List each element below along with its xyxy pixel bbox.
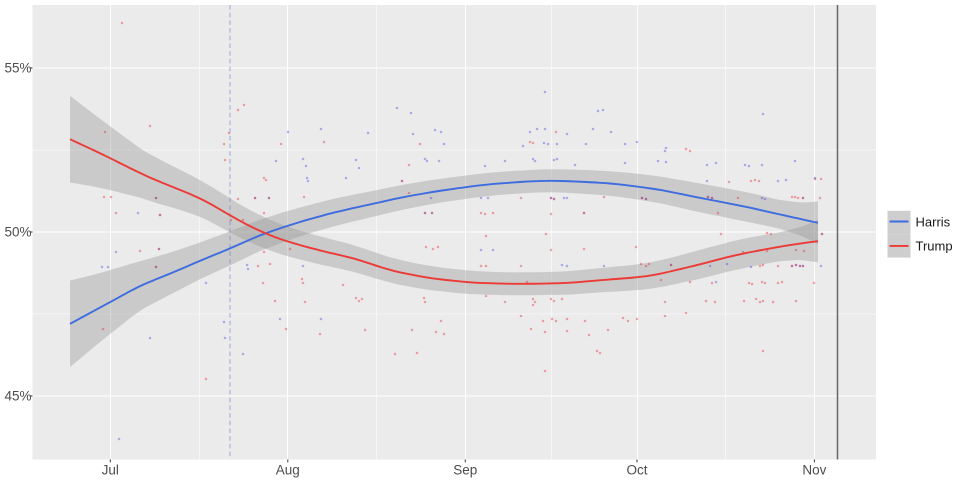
svg-text:Trump: Trump bbox=[916, 239, 953, 254]
svg-text:Jul: Jul bbox=[102, 463, 119, 478]
svg-text:Harris: Harris bbox=[916, 215, 951, 230]
svg-text:Oct: Oct bbox=[626, 463, 647, 478]
svg-text:Aug: Aug bbox=[276, 463, 300, 478]
svg-text:Nov: Nov bbox=[802, 463, 826, 478]
svg-text:45%: 45% bbox=[4, 388, 31, 403]
svg-text:50%: 50% bbox=[4, 224, 31, 239]
svg-text:Sep: Sep bbox=[453, 463, 477, 478]
svg-text:55%: 55% bbox=[4, 60, 31, 75]
